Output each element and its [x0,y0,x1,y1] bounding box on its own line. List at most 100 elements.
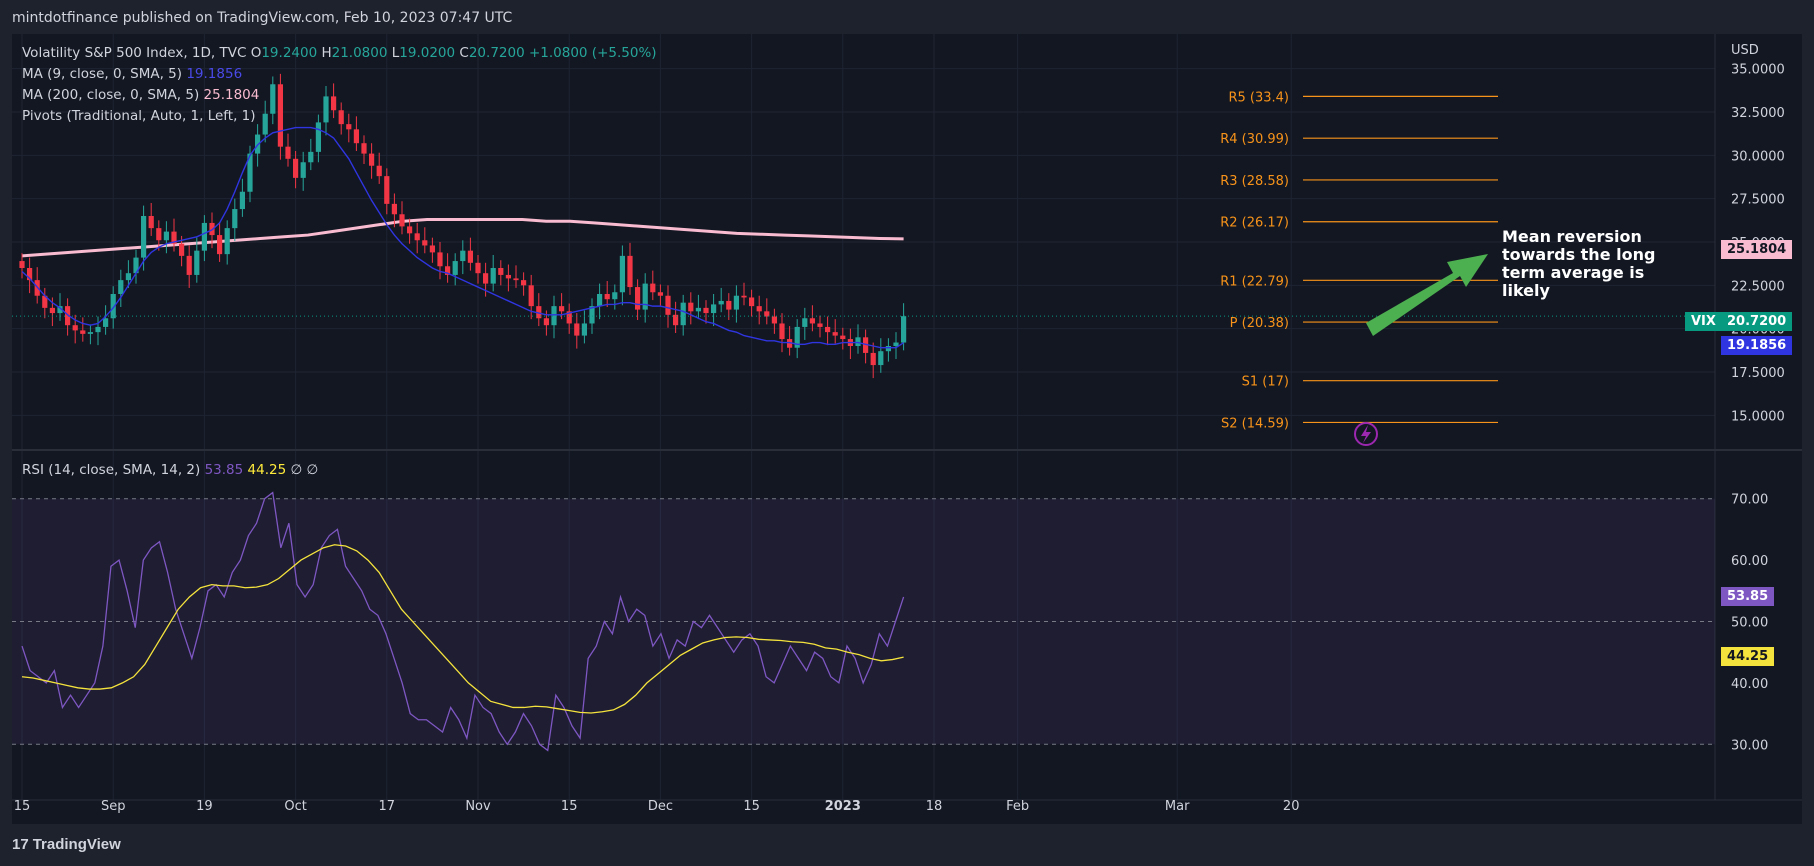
rsi-value: 53.85 [204,462,244,478]
candle-body [118,280,124,294]
publisher-caption: mintdotfinance published on TradingView.… [12,10,513,26]
currency-label: USD [1731,43,1759,58]
price-tick-label: 17.5000 [1731,366,1785,381]
tradingview-logo[interactable]: 17 TradingView [12,836,121,853]
candle-body [300,162,306,178]
candle-body [125,273,131,281]
candle-body [49,307,55,314]
legend-c-label: C [459,45,469,61]
candle-body [353,129,359,144]
time-tick-label: 19 [196,799,213,814]
candle-body [490,268,496,284]
candle-body [156,228,162,241]
price-tick-label: 35.0000 [1731,63,1785,78]
candle-body [293,158,299,178]
candle-body [673,314,679,326]
pivots-label: Pivots (Traditional, Auto, 1, Left, 1) [22,108,256,124]
candle-body [186,255,192,275]
legend-ma9[interactable]: MA (9, close, 0, SMA, 5) 19.1856 [22,66,242,82]
rsi-ma-tag: 44.25 [1721,647,1775,666]
candle-body [498,268,504,275]
candle-body [65,306,71,326]
legend-l-label: L [391,45,400,61]
candle-body [19,261,25,268]
candle-body [171,231,177,244]
arrow-shape [1366,254,1488,336]
time-axis[interactable]: 15 Sep 19 Oct 17 Nov 15 Dec 15 2023 18 Feb Mar 20 [14,799,1300,814]
candle-body [581,323,587,336]
price-tick-label: 27.5000 [1731,193,1785,208]
candle-body [521,280,527,286]
ma9-polyline [21,126,904,349]
candle-body [832,332,838,336]
candle-body [885,346,891,352]
lightning-icon[interactable] [1354,422,1378,446]
legend-h-label: H [321,45,332,61]
rsi-tick-label: 70.00 [1731,493,1768,508]
price-tick-label: 15.0000 [1731,409,1785,424]
candle-body [460,250,466,262]
candle-body [399,214,405,227]
candles [12,73,1715,379]
candle-body [445,266,451,275]
candle-body [133,257,139,274]
candle-body [376,165,382,177]
candle-body [452,261,458,275]
vix-symbol-tag: VIX [1685,312,1722,331]
legend-low: 19.0200 [399,45,456,61]
candle-body [612,292,618,300]
candle-body [809,318,815,324]
candle-body [467,250,473,263]
candle-body [201,222,207,251]
candle-body [80,330,86,334]
time-tick-label: Dec [648,799,673,814]
ma200-price-tag: 25.1804 [1721,240,1793,259]
legend-pivots[interactable]: Pivots (Traditional, Auto, 1, Left, 1) [22,108,256,124]
time-tick-label: Sep [101,799,126,814]
candle-body [315,122,321,152]
pivot-label: R1 (22.79) [1220,274,1289,289]
legend-open: 19.2400 [261,45,318,61]
legend-rsi[interactable]: RSI (14, close, SMA, 14, 2) 53.85 44.25 … [22,462,318,478]
candle-body [787,339,793,348]
candle-body [483,273,489,284]
candle-body [285,146,291,159]
rsi-ma-polyline [21,544,904,714]
candle-body [711,304,717,314]
ma200-line [21,217,904,258]
legend-ma200[interactable]: MA (200, close, 0, SMA, 5) 25.1804 [22,87,259,103]
candle-body [635,287,641,310]
candle-body [361,143,367,154]
rsi-tick-label: 60.00 [1731,554,1768,569]
legend-main[interactable]: Volatility S&P 500 Index, 1D, TVC O19.24… [22,45,657,61]
rsi-polyline [21,491,905,752]
candle-body [384,176,390,204]
pivot-label: S2 (14.59) [1221,416,1289,431]
annotation-text[interactable]: Mean reversion towards the long term ave… [1502,227,1656,300]
candle-body [771,316,777,324]
candle-body [863,337,869,353]
candle-body [163,231,169,241]
ma200-value: 25.1804 [203,87,260,103]
candle-body [756,306,762,312]
rsi-tick-label: 40.00 [1731,677,1768,692]
candle-body [513,278,519,281]
candle-body [642,283,648,310]
tv-logo-icon: 17 [12,836,29,853]
candle-body [817,323,823,327]
candle-body [901,316,907,343]
pivot-label: R3 (28.58) [1220,174,1289,189]
candle-body [726,300,732,310]
candle-body [764,311,770,317]
ma200-label: MA (200, close, 0, SMA, 5) [22,87,200,103]
time-tick-label: 15 [561,799,578,814]
candle-body [627,255,633,288]
candle-body [87,332,93,334]
legend-high: 21.0800 [331,45,388,61]
rsi-empty-2: ∅ [306,462,319,478]
rsi-value-tag: 53.85 [1721,587,1775,606]
legend-o-label: O [250,45,262,61]
candle-body [695,307,701,312]
candle-body [657,292,663,296]
